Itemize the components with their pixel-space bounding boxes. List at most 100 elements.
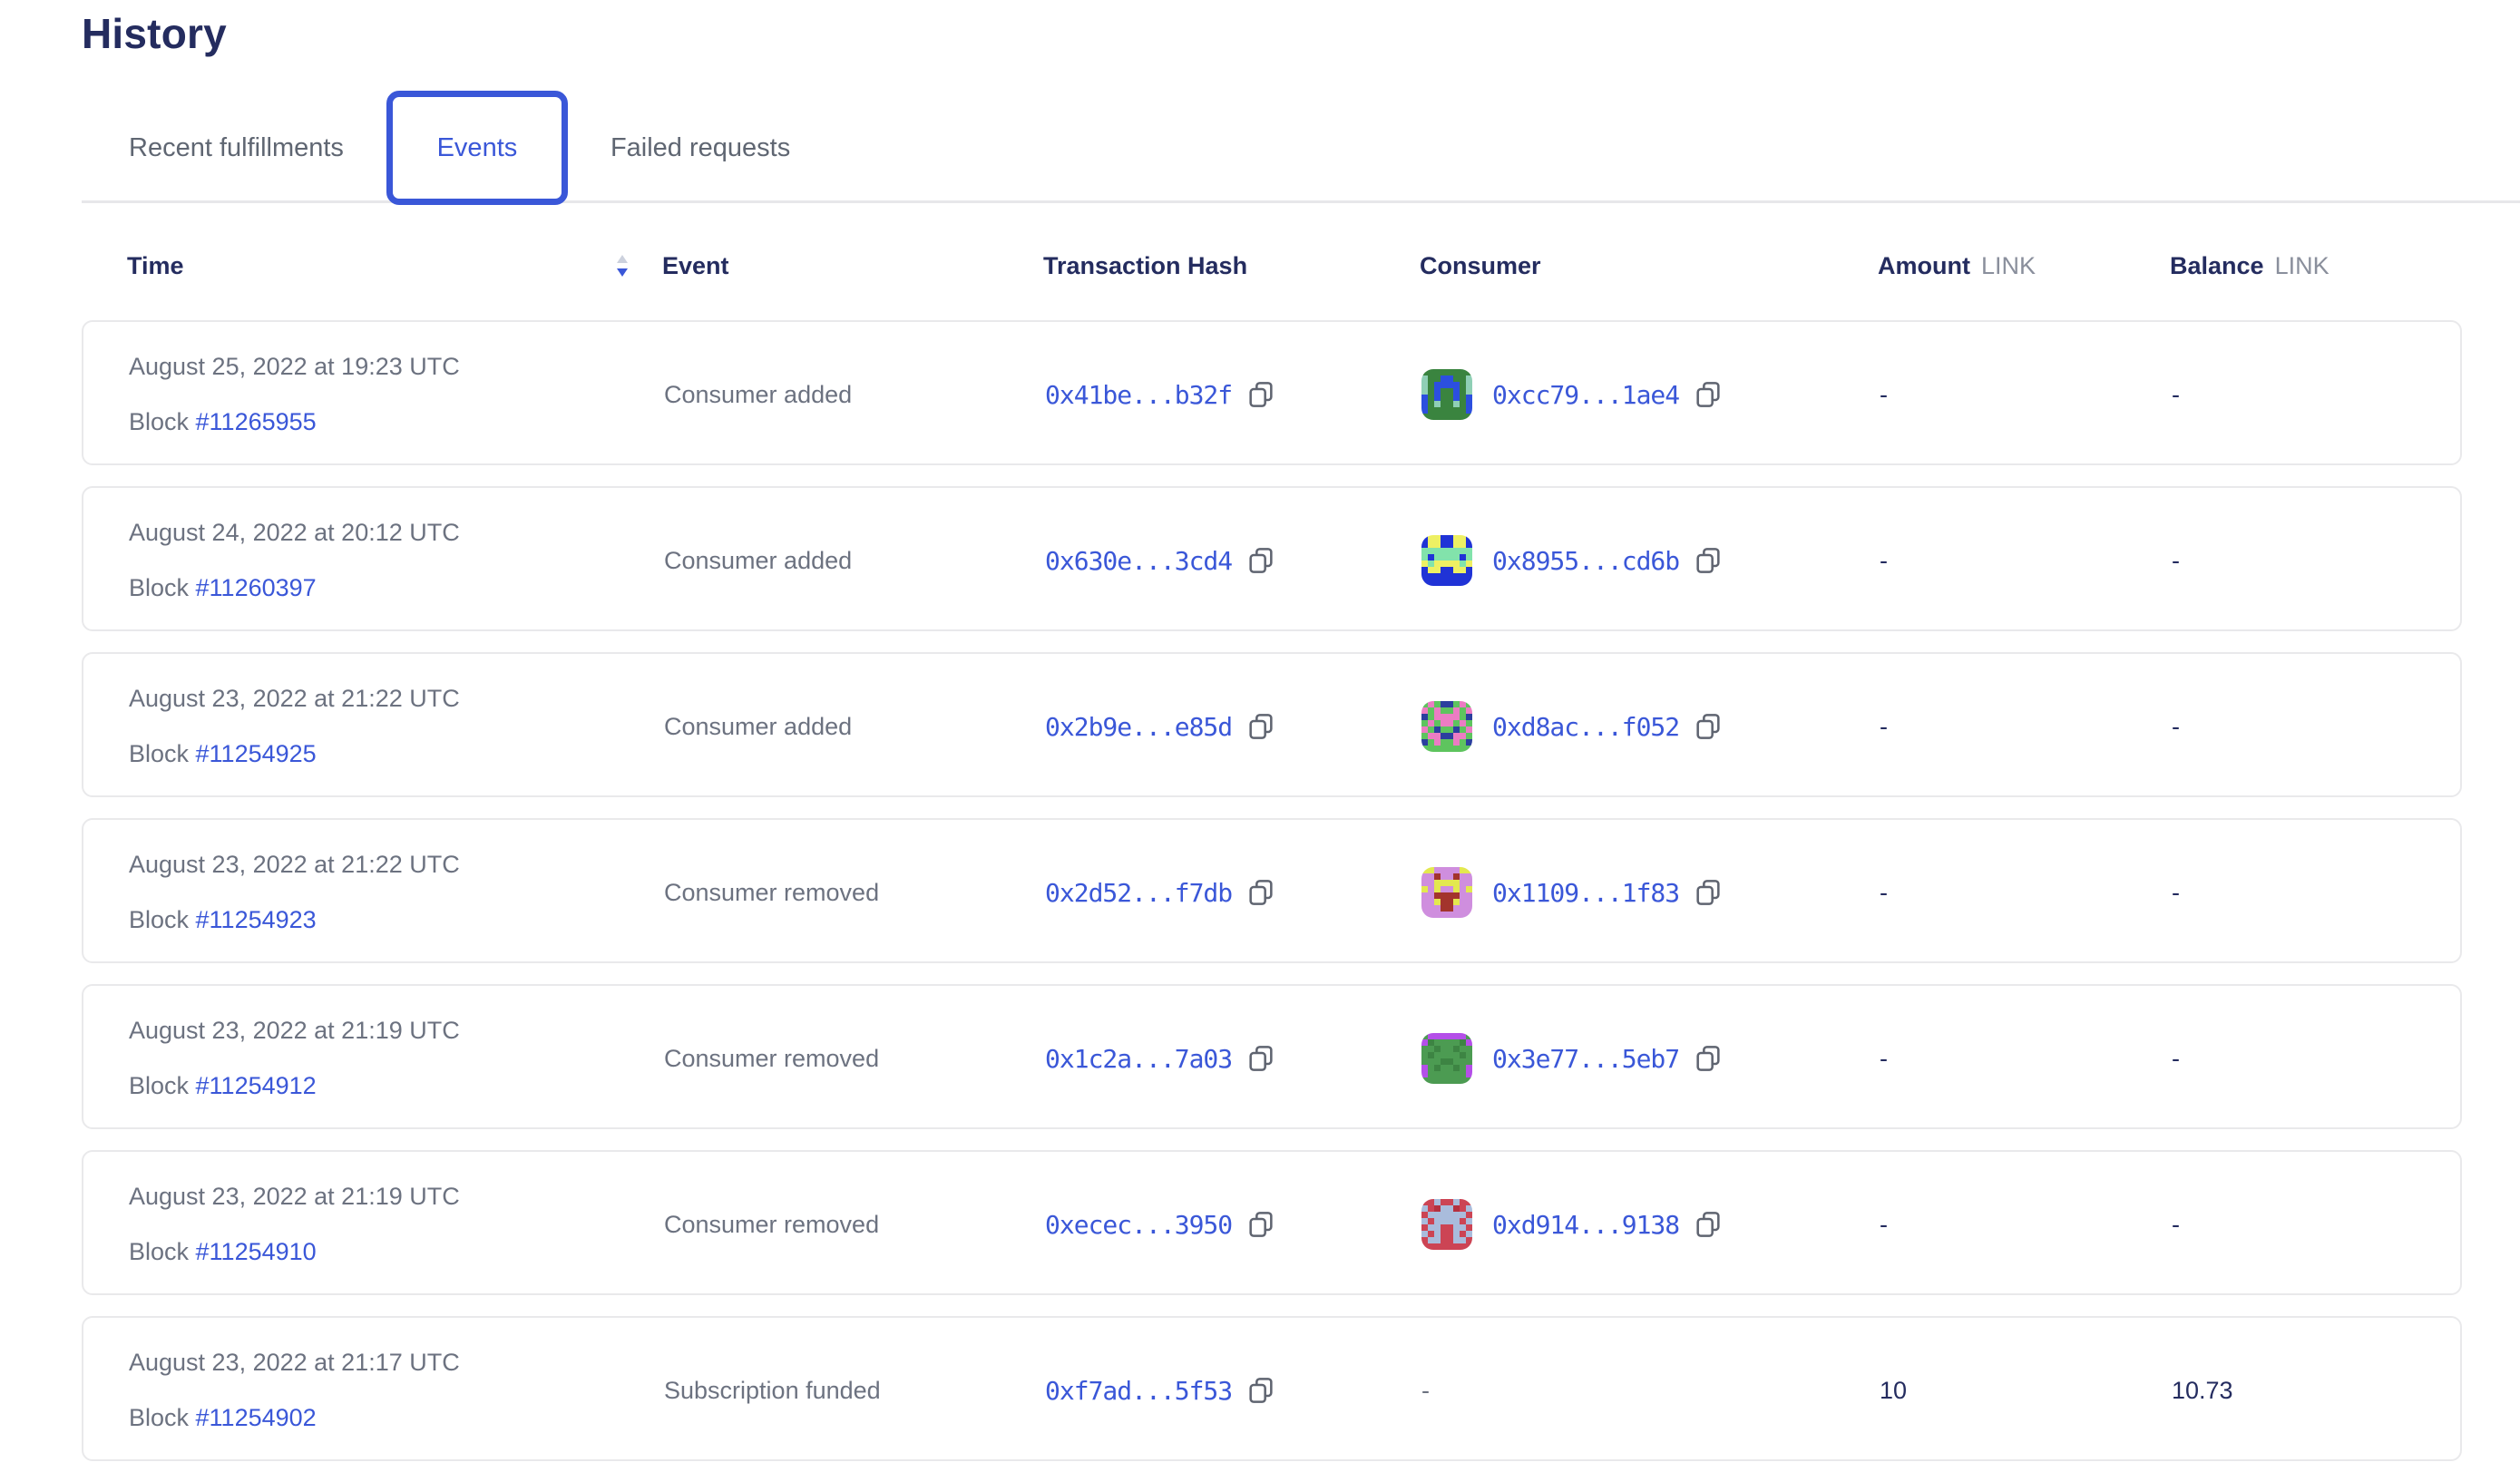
row-event: Consumer added bbox=[664, 712, 853, 740]
tab-events-label: Events bbox=[436, 132, 518, 162]
column-header-consumer[interactable]: Consumer bbox=[1420, 251, 1541, 279]
row-event: Subscription funded bbox=[664, 1376, 881, 1404]
table-row: August 23, 2022 at 21:19 UTC Block #1125… bbox=[82, 1150, 2462, 1295]
copy-icon[interactable] bbox=[1246, 878, 1275, 907]
copy-icon[interactable] bbox=[1246, 1044, 1275, 1073]
row-amount: - bbox=[1880, 1044, 1888, 1072]
row-timestamp: August 23, 2022 at 21:19 UTC bbox=[129, 1017, 460, 1044]
row-balance: - bbox=[2172, 712, 2180, 740]
block-number-link[interactable]: #11265955 bbox=[195, 408, 317, 435]
row-event: Consumer removed bbox=[664, 1210, 880, 1238]
transaction-hash-cell: 0x630e...3cd4 bbox=[1045, 488, 1421, 633]
row-amount: - bbox=[1880, 546, 1888, 574]
time-cell: August 23, 2022 at 21:19 UTC Block #1125… bbox=[129, 986, 664, 1131]
block-label: Block bbox=[129, 740, 196, 767]
consumer-address-link[interactable]: 0xd914...9138 bbox=[1492, 1209, 1680, 1240]
row-timestamp: August 25, 2022 at 19:23 UTC bbox=[129, 353, 460, 380]
column-header-time[interactable]: Time bbox=[127, 252, 662, 280]
copy-icon[interactable] bbox=[1694, 546, 1723, 575]
transaction-hash-link[interactable]: 0xf7ad...5f53 bbox=[1045, 1375, 1233, 1406]
column-header-transaction-hash[interactable]: Transaction Hash bbox=[1043, 251, 1248, 279]
transaction-hash-cell: 0x41be...b32f bbox=[1045, 322, 1421, 467]
block-number-link[interactable]: #11260397 bbox=[195, 574, 317, 601]
consumer-avatar bbox=[1421, 701, 1472, 752]
copy-icon[interactable] bbox=[1694, 1044, 1723, 1073]
consumer-avatar bbox=[1421, 1033, 1472, 1084]
transaction-hash-link[interactable]: 0x2d52...f7db bbox=[1045, 877, 1233, 908]
row-balance: - bbox=[2172, 1044, 2180, 1072]
row-event: Consumer added bbox=[664, 380, 853, 408]
column-header-event[interactable]: Event bbox=[662, 251, 729, 279]
consumer-address-link[interactable]: 0x8955...cd6b bbox=[1492, 545, 1680, 576]
block-label: Block bbox=[129, 1238, 196, 1265]
tab-bar-divider bbox=[82, 200, 2520, 203]
block-label: Block bbox=[129, 408, 196, 435]
consumer-cell: 0xd8ac...f052 bbox=[1421, 654, 1880, 799]
consumer-address-link[interactable]: 0xd8ac...f052 bbox=[1492, 711, 1680, 742]
row-event: Consumer removed bbox=[664, 1044, 880, 1072]
transaction-hash-link[interactable]: 0x2b9e...e85d bbox=[1045, 711, 1233, 742]
copy-icon[interactable] bbox=[1246, 1376, 1275, 1405]
consumer-avatar bbox=[1421, 867, 1472, 918]
transaction-hash-link[interactable]: 0x630e...3cd4 bbox=[1045, 545, 1233, 576]
consumer-address-link[interactable]: - bbox=[1421, 1376, 1430, 1404]
time-cell: August 25, 2022 at 19:23 UTC Block #1126… bbox=[129, 322, 664, 467]
tab-failed-requests[interactable]: Failed requests bbox=[610, 132, 791, 162]
row-balance: - bbox=[2172, 380, 2180, 408]
row-amount: - bbox=[1880, 878, 1888, 906]
row-amount: - bbox=[1880, 380, 1888, 408]
row-balance: 10.73 bbox=[2172, 1376, 2233, 1404]
consumer-address-link[interactable]: 0xcc79...1ae4 bbox=[1492, 379, 1680, 410]
row-timestamp: August 24, 2022 at 20:12 UTC bbox=[129, 519, 460, 546]
transaction-hash-cell: 0xecec...3950 bbox=[1045, 1152, 1421, 1297]
table-header: Time Event Transaction Hash Consumer Amo… bbox=[82, 234, 2462, 297]
time-cell: August 23, 2022 at 21:22 UTC Block #1125… bbox=[129, 820, 664, 965]
copy-icon[interactable] bbox=[1246, 712, 1275, 741]
row-balance: - bbox=[2172, 546, 2180, 574]
sort-descending-icon[interactable] bbox=[615, 253, 630, 278]
block-number-link[interactable]: #11254912 bbox=[195, 1072, 317, 1099]
copy-icon[interactable] bbox=[1694, 878, 1723, 907]
transaction-hash-link[interactable]: 0xecec...3950 bbox=[1045, 1209, 1233, 1240]
copy-icon[interactable] bbox=[1694, 1210, 1723, 1239]
consumer-avatar bbox=[1421, 1199, 1472, 1250]
tab-events[interactable]: Events bbox=[386, 91, 568, 205]
consumer-address-link[interactable]: 0x3e77...5eb7 bbox=[1492, 1043, 1680, 1074]
consumer-cell: 0x1109...1f83 bbox=[1421, 820, 1880, 965]
block-number-link[interactable]: #11254925 bbox=[195, 740, 317, 767]
row-timestamp: August 23, 2022 at 21:17 UTC bbox=[129, 1349, 460, 1376]
consumer-address-link[interactable]: 0x1109...1f83 bbox=[1492, 877, 1680, 908]
row-event: Consumer removed bbox=[664, 878, 880, 906]
block-number-link[interactable]: #11254902 bbox=[195, 1404, 317, 1431]
consumer-cell: 0xd914...9138 bbox=[1421, 1152, 1880, 1297]
tab-bar: Recent fulfillments Events Failed reques… bbox=[0, 91, 2520, 205]
time-cell: August 24, 2022 at 20:12 UTC Block #1126… bbox=[129, 488, 664, 633]
transaction-hash-link[interactable]: 0x41be...b32f bbox=[1045, 379, 1233, 410]
copy-icon[interactable] bbox=[1246, 546, 1275, 575]
transaction-hash-cell: 0xf7ad...5f53 bbox=[1045, 1318, 1421, 1463]
amount-unit-label: LINK bbox=[1980, 251, 2037, 279]
row-event: Consumer added bbox=[664, 546, 853, 574]
transaction-hash-link[interactable]: 0x1c2a...7a03 bbox=[1045, 1043, 1233, 1074]
table-row: August 23, 2022 at 21:22 UTC Block #1125… bbox=[82, 818, 2462, 963]
column-header-amount[interactable]: Amount LINK bbox=[1878, 251, 2037, 279]
row-amount: - bbox=[1880, 712, 1888, 740]
block-label: Block bbox=[129, 1404, 196, 1431]
copy-icon[interactable] bbox=[1694, 712, 1723, 741]
row-amount: - bbox=[1880, 1210, 1888, 1238]
copy-icon[interactable] bbox=[1694, 380, 1723, 409]
block-number-link[interactable]: #11254910 bbox=[195, 1238, 317, 1265]
table-row: August 23, 2022 at 21:19 UTC Block #1125… bbox=[82, 984, 2462, 1129]
column-header-balance[interactable]: Balance LINK bbox=[2170, 251, 2330, 279]
block-label: Block bbox=[129, 574, 196, 601]
transaction-hash-cell: 0x1c2a...7a03 bbox=[1045, 986, 1421, 1131]
history-page: History Recent fulfillments Events Faile… bbox=[0, 10, 2520, 1461]
consumer-cell: 0x8955...cd6b bbox=[1421, 488, 1880, 633]
transaction-hash-cell: 0x2d52...f7db bbox=[1045, 820, 1421, 965]
tab-recent-fulfillments[interactable]: Recent fulfillments bbox=[129, 132, 344, 162]
block-number-link[interactable]: #11254923 bbox=[195, 906, 317, 933]
copy-icon[interactable] bbox=[1246, 1210, 1275, 1239]
row-balance: - bbox=[2172, 1210, 2180, 1238]
table-row: August 24, 2022 at 20:12 UTC Block #1126… bbox=[82, 486, 2462, 631]
copy-icon[interactable] bbox=[1246, 380, 1275, 409]
